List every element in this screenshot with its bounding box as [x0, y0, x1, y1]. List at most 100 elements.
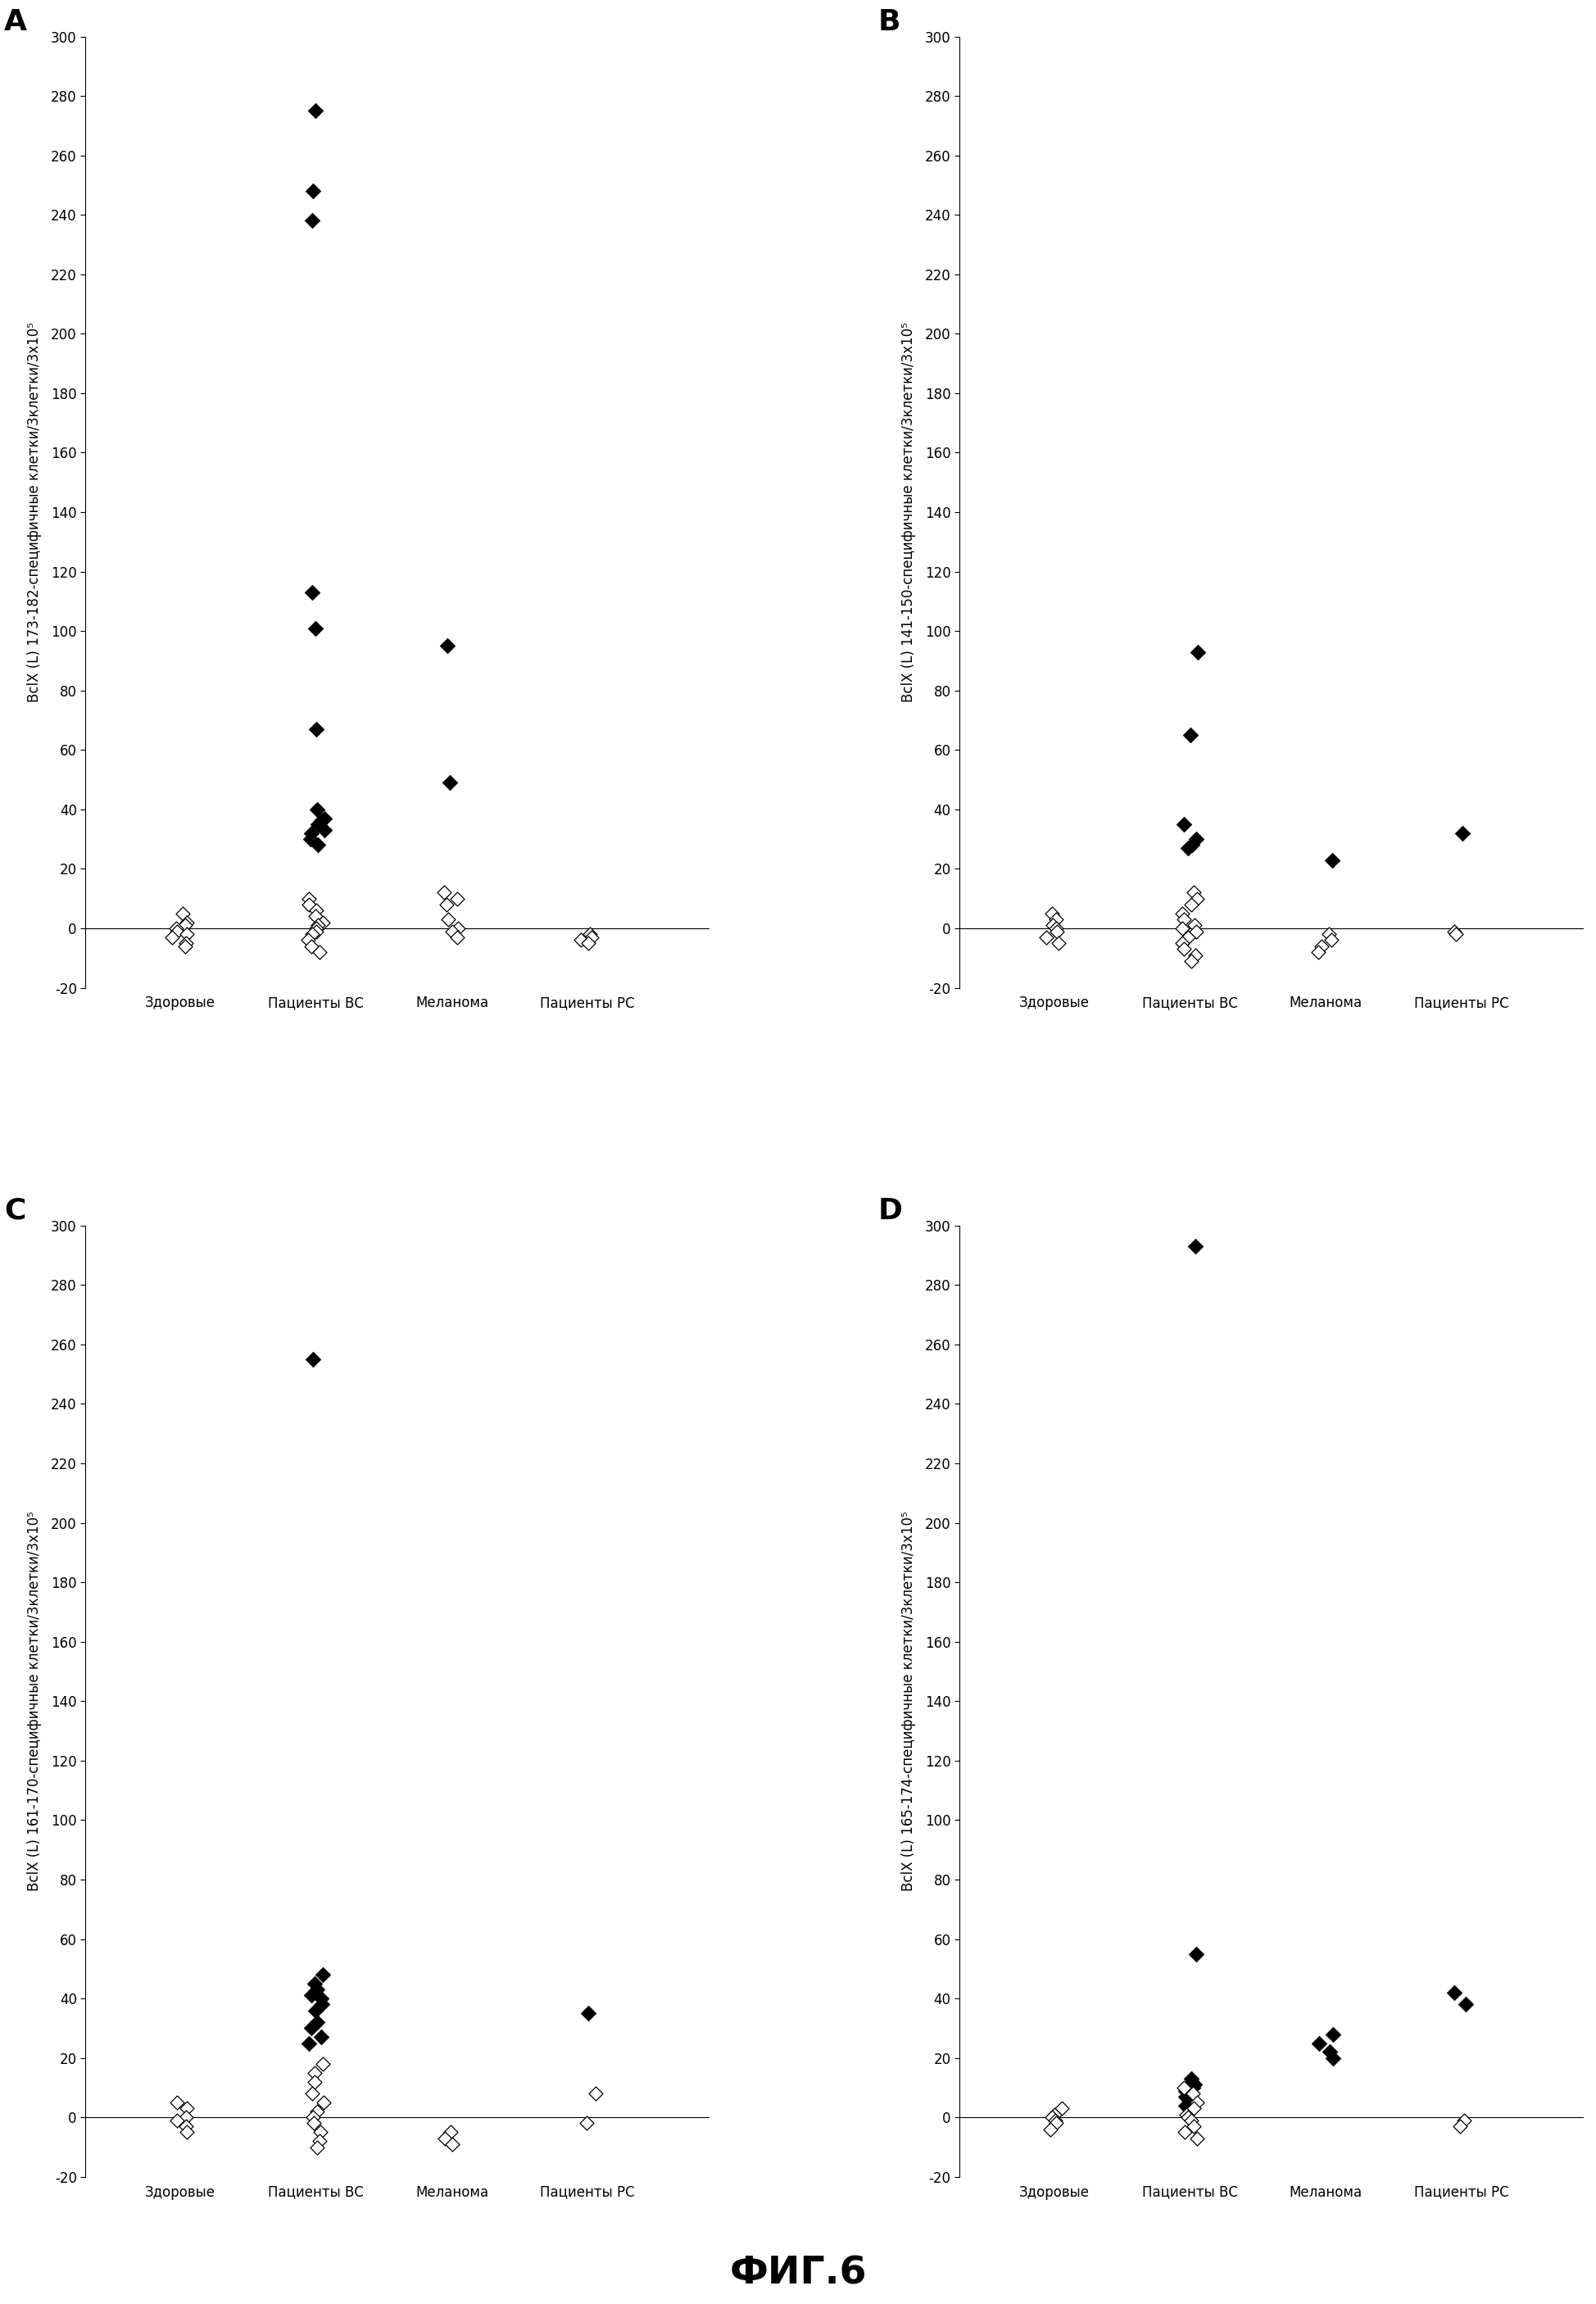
Point [1183, 908, 1208, 945]
Point [1045, 924, 1071, 961]
Point [578, 915, 603, 952]
Point [1183, 912, 1208, 949]
Point [1452, 1986, 1478, 2023]
Point [1175, 829, 1200, 866]
Point [1170, 924, 1195, 961]
Point [302, 1965, 327, 2002]
Point [437, 2113, 463, 2150]
Point [303, 92, 329, 129]
Point [300, 2099, 326, 2136]
Point [1183, 938, 1208, 975]
Point [310, 2046, 335, 2083]
Point [305, 1972, 330, 2009]
Point [1171, 901, 1197, 938]
Point [1181, 873, 1207, 910]
Point [303, 892, 329, 929]
Point [1179, 2076, 1205, 2113]
Point [298, 915, 324, 952]
Point [1449, 816, 1475, 852]
Point [174, 2113, 200, 2150]
Point [1178, 2060, 1203, 2097]
Point [1171, 806, 1197, 843]
Point [295, 922, 321, 958]
Point [1320, 841, 1345, 878]
Point [169, 894, 195, 931]
Point [445, 910, 471, 947]
Point [1306, 2025, 1331, 2062]
Point [1037, 2110, 1063, 2147]
Point [1451, 2101, 1476, 2138]
Point [298, 820, 324, 857]
Point [308, 1979, 334, 2016]
Point [434, 887, 460, 924]
Point [1184, 2120, 1210, 2157]
Point [440, 2127, 466, 2163]
Point [1179, 2076, 1205, 2113]
Point [1184, 820, 1210, 857]
Point [302, 2106, 327, 2143]
Point [1039, 2099, 1065, 2136]
Point [1176, 919, 1202, 956]
Point [1171, 2113, 1197, 2150]
Point [1441, 1975, 1467, 2011]
Point [308, 802, 334, 839]
Point [172, 2099, 198, 2136]
Point [302, 611, 327, 647]
Point [1044, 901, 1069, 938]
Point [576, 924, 602, 961]
Point [302, 2055, 327, 2092]
Point [1181, 2090, 1207, 2127]
Point [303, 1993, 329, 2030]
Point [436, 901, 461, 938]
Text: ФИГ.6: ФИГ.6 [729, 2256, 867, 2292]
Point [305, 2092, 330, 2129]
Point [1184, 2085, 1210, 2122]
Point [1178, 887, 1203, 924]
Point [311, 799, 337, 836]
Point [1183, 2085, 1208, 2122]
Point [308, 2018, 334, 2055]
Point [445, 919, 471, 956]
Point [575, 1995, 600, 2032]
Point [300, 2076, 326, 2113]
Point [1175, 2099, 1200, 2136]
Point [305, 2129, 330, 2166]
Point [1186, 634, 1211, 670]
Point [306, 933, 332, 970]
Point [1042, 2097, 1068, 2134]
Point [1448, 2108, 1473, 2145]
Point [1173, 2087, 1199, 2124]
Point [1320, 2016, 1345, 2053]
Point [300, 173, 326, 210]
Point [163, 910, 188, 947]
Point [1184, 880, 1210, 917]
Point [1171, 931, 1197, 968]
Point [568, 922, 594, 958]
Point [172, 2108, 198, 2145]
Y-axis label: BclX (L) 161-170-специфичные клетки/3клетки/3х10⁵: BclX (L) 161-170-специфичные клетки/3кле… [27, 1511, 41, 1892]
Point [1050, 2090, 1076, 2127]
Point [1178, 717, 1203, 753]
Point [444, 880, 469, 917]
Point [298, 816, 324, 852]
Point [1183, 1228, 1208, 1265]
Point [1184, 1935, 1210, 1972]
Point [1181, 2069, 1207, 2106]
Point [1320, 2039, 1345, 2076]
Point [295, 880, 321, 917]
Point [431, 873, 456, 910]
Point [300, 1341, 326, 1378]
Point [305, 827, 330, 864]
Y-axis label: BclX (L) 165-174-специфичные клетки/3клетки/3х10⁵: BclX (L) 165-174-специфичные клетки/3кле… [902, 1511, 916, 1892]
Text: C: C [5, 1198, 26, 1226]
Point [164, 2101, 190, 2138]
Point [1179, 827, 1205, 864]
Point [172, 929, 198, 965]
Point [1039, 894, 1065, 931]
Point [311, 2085, 337, 2122]
Point [1317, 2034, 1342, 2071]
Point [172, 908, 198, 945]
Point [1044, 910, 1069, 947]
Point [306, 2122, 332, 2159]
Point [1306, 933, 1331, 970]
